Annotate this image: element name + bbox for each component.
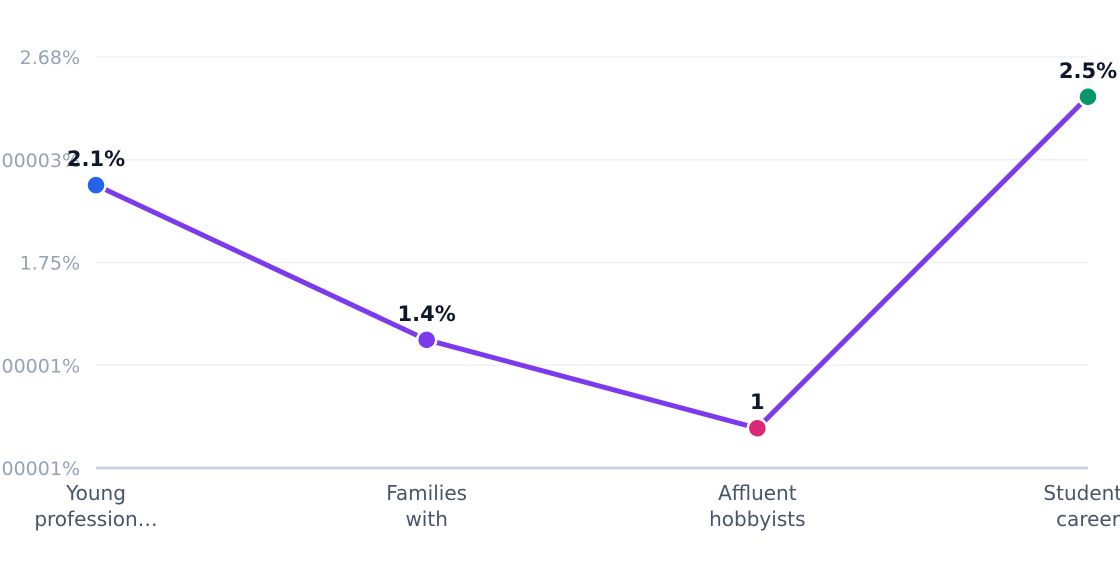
y-axis-ticks: 00001% 00001% 1.75% 00003% 2.68% [2, 47, 81, 480]
series-line [93, 94, 1091, 431]
y-tick-label: 00003% [2, 150, 81, 172]
data-point[interactable] [415, 329, 438, 351]
gridlines [96, 56, 1088, 366]
data-labels: 2.1% 1.4% 1 2.5% [67, 59, 1117, 414]
series [85, 86, 1099, 439]
y-tick-label: 00001% [2, 458, 81, 480]
data-point[interactable] [85, 174, 107, 196]
data-label: 2.1% [67, 147, 125, 171]
data-point[interactable] [1077, 86, 1099, 108]
x-tick-label: Young profession… [34, 481, 157, 531]
x-tick-label: Studentscareer [1043, 481, 1120, 531]
data-label: 2.5% [1059, 59, 1117, 83]
data-label: 1 [750, 390, 765, 414]
x-tick-label: Affluent hobbyists [709, 481, 805, 531]
x-axis-ticks: Young profession… Families with Affluent hobb… [34, 481, 1120, 531]
y-tick-label: 1.75% [20, 253, 80, 275]
x-tick-label: Families with [386, 481, 467, 531]
data-point[interactable] [746, 417, 769, 439]
y-tick-label: 2.68% [20, 47, 80, 69]
data-label: 1.4% [398, 302, 456, 326]
y-tick-label: 00001% [2, 355, 81, 377]
